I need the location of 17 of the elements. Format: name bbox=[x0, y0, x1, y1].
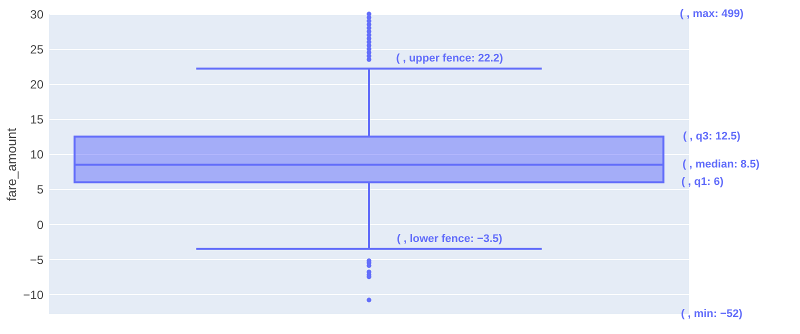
y-tick-label: 0 bbox=[36, 218, 44, 232]
y-tick-label: 10 bbox=[30, 148, 44, 162]
y-tick-label: 20 bbox=[30, 78, 44, 92]
y-tick-label: 15 bbox=[30, 112, 44, 127]
annotation: ( , min: −52) bbox=[680, 308, 743, 320]
annotation: ( , median: 8.5) bbox=[682, 158, 760, 171]
annotation: ( , q3: 12.5) bbox=[682, 130, 741, 143]
y-tick-label: 25 bbox=[30, 42, 44, 57]
annotation: ( , upper fence: 22.2) bbox=[396, 52, 504, 65]
annotation: ( , max: 499) bbox=[680, 8, 744, 20]
y-axis-title: fare_amount bbox=[4, 128, 20, 201]
y-tick-label: −10 bbox=[23, 288, 44, 302]
y-tick-label: −5 bbox=[30, 252, 44, 267]
annotation: ( , q1: 6) bbox=[681, 176, 724, 188]
annotation: ( , lower fence: −3.5) bbox=[396, 232, 503, 245]
y-tick-label: 5 bbox=[36, 182, 44, 197]
y-tick-label: 30 bbox=[30, 8, 44, 22]
